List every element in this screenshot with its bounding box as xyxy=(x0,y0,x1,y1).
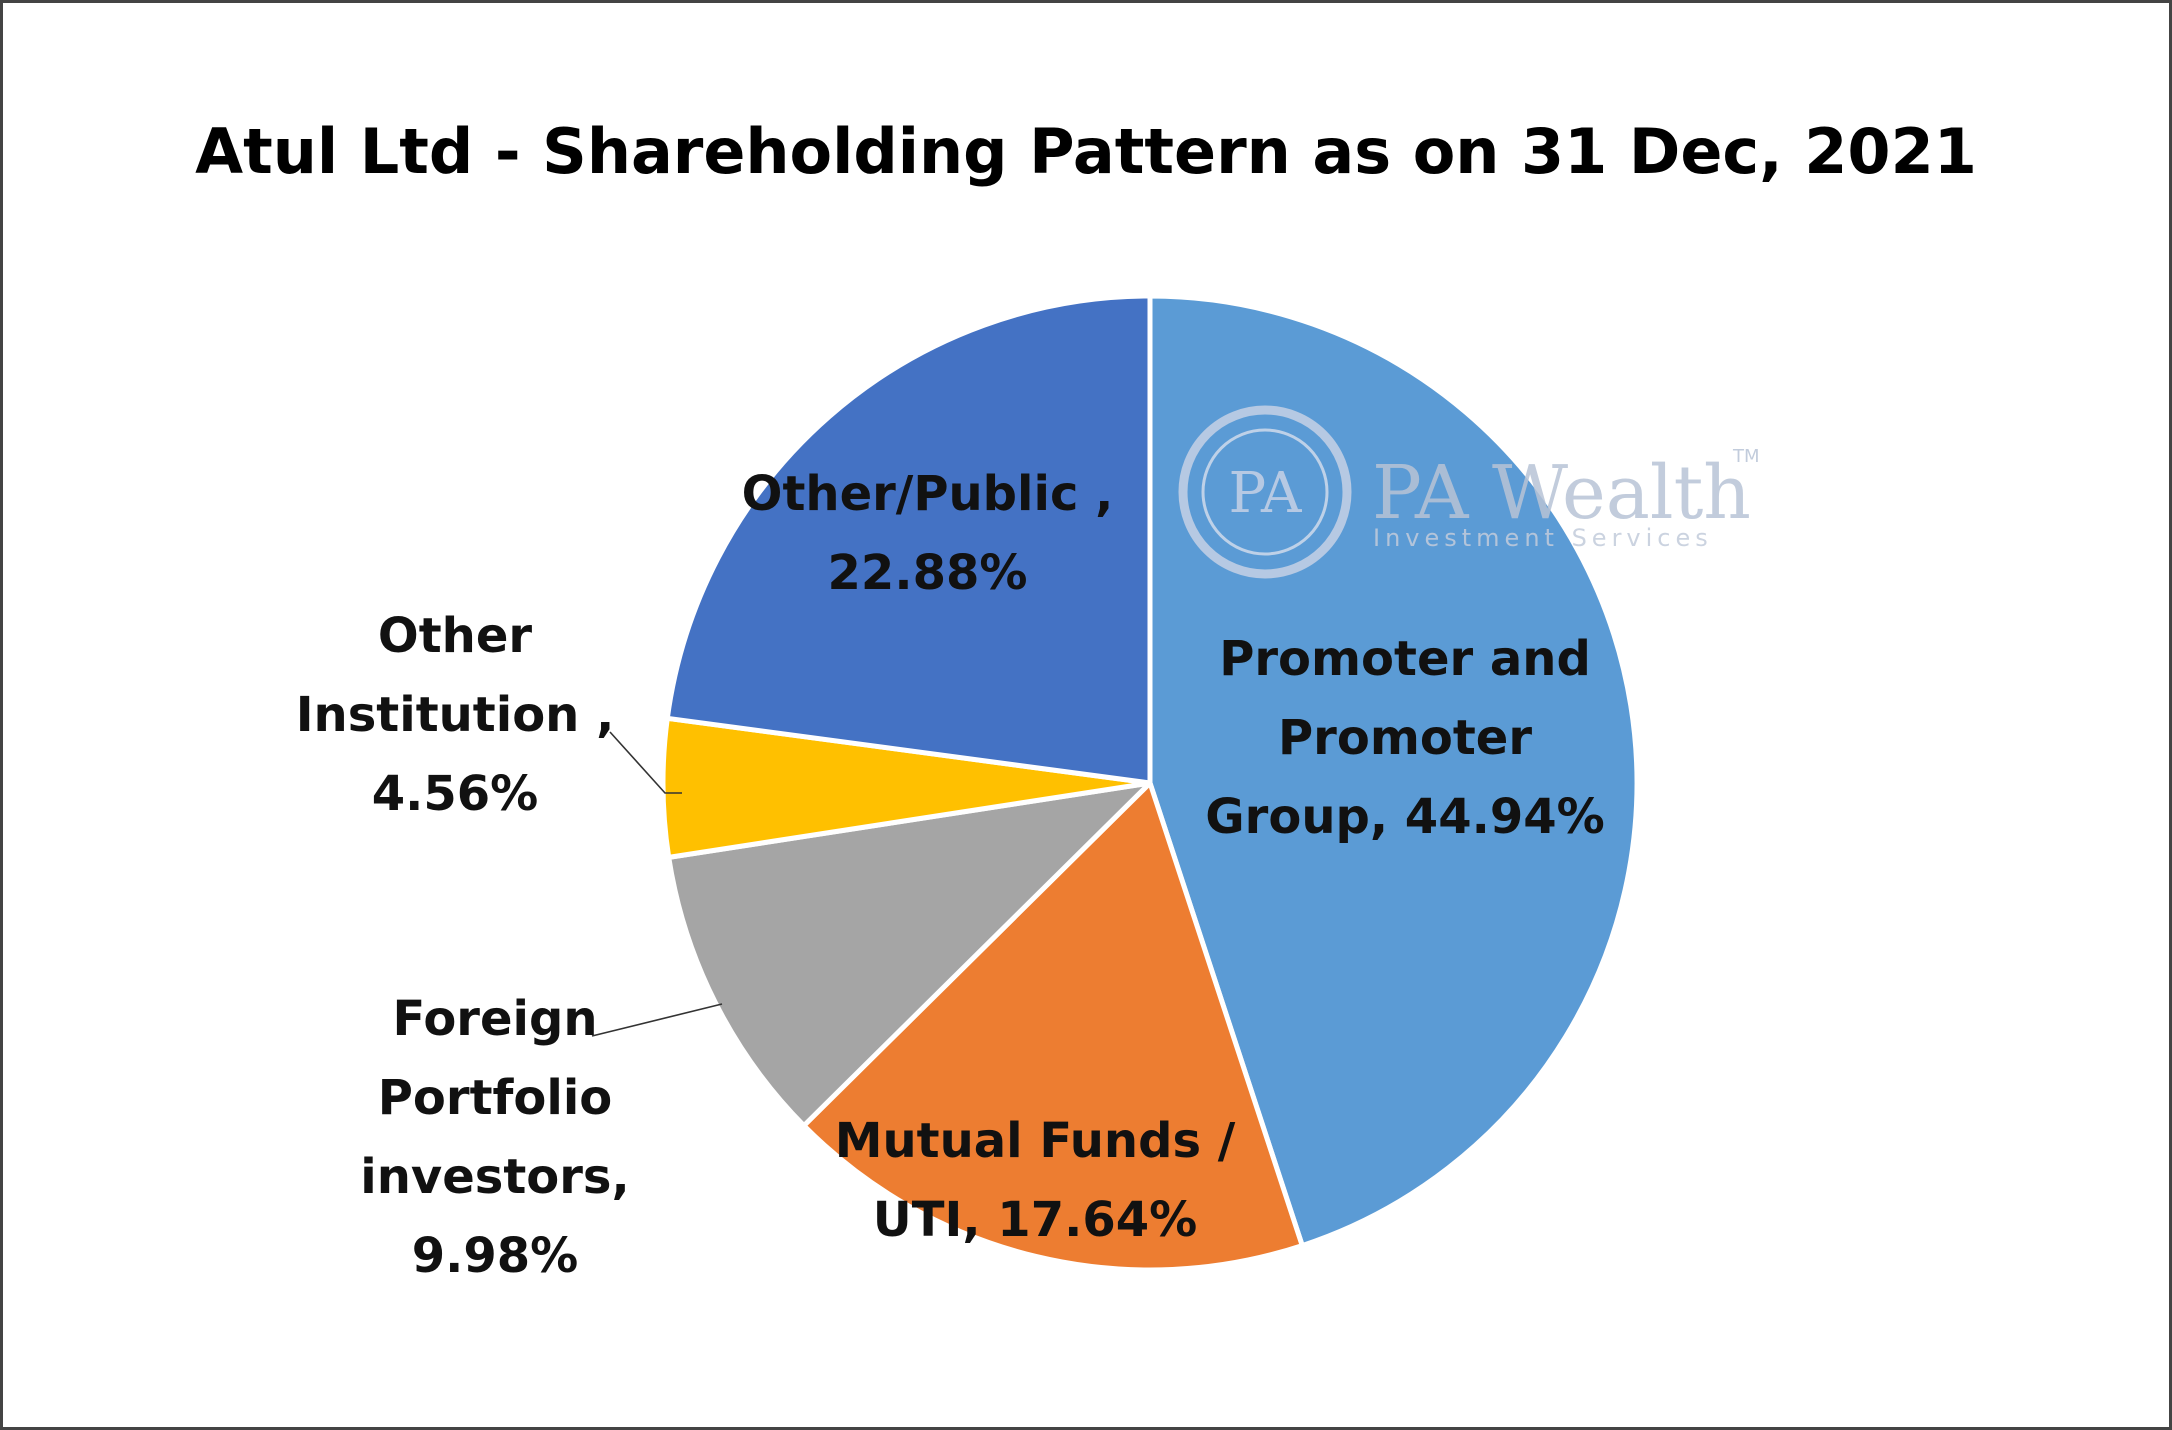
pie-slice-mutual-funds-uti xyxy=(801,780,1305,1273)
leader-line-other-institution xyxy=(609,731,682,794)
slice-label-line: investors, xyxy=(360,1149,630,1205)
pie-slice-promoter-and-promoter-group xyxy=(1147,293,1640,1249)
leader-lines xyxy=(591,731,723,1037)
pie-slice-foreign-portfolio-investors xyxy=(666,780,1153,1129)
slice-label-line: Mutual Funds / xyxy=(834,1113,1236,1169)
slice-label-line: Group, 44.94% xyxy=(1205,789,1605,845)
slice-label-other-public: Other/Public , 22.88% xyxy=(700,455,1155,613)
watermark-monogram: PA xyxy=(1229,461,1303,526)
pie-slices xyxy=(660,293,1640,1273)
slice-label-line: Other/Public , xyxy=(741,466,1114,522)
watermark-logo-inner xyxy=(1201,428,1329,556)
slice-label-foreign-portfolio: Foreign Portfolio investors, 9.98% xyxy=(340,980,650,1296)
slice-label-line: Portfolio xyxy=(377,1070,613,1126)
watermark-logo-ring xyxy=(1178,405,1352,579)
slice-label-line: Institution , xyxy=(295,687,615,743)
slice-label-promoter: Promoter and Promoter Group, 44.94% xyxy=(1200,620,1610,857)
slice-label-other-institution: Other Institution , 4.56% xyxy=(270,597,640,834)
pie-slice-other-public xyxy=(664,293,1153,786)
slice-label-mutual-funds: Mutual Funds / UTI, 17.64% xyxy=(820,1102,1250,1260)
slice-label-line: Foreign xyxy=(392,991,598,1047)
watermark-trademark: TM xyxy=(1732,446,1760,467)
slice-label-line: UTI, 17.64% xyxy=(872,1192,1198,1248)
slice-label-line: 4.56% xyxy=(371,766,539,822)
slice-label-line: Other xyxy=(377,608,533,664)
watermark: PA PA Wealth TM Investment Services xyxy=(1178,405,1760,579)
chart-title: Atul Ltd - Shareholding Pattern as on 31… xyxy=(195,115,1977,188)
slice-label-line: Promoter and xyxy=(1219,631,1591,687)
leader-line-foreign-portfolio xyxy=(591,1003,723,1037)
watermark-brand: PA Wealth xyxy=(1372,450,1751,536)
slice-label-line: Promoter xyxy=(1278,710,1532,766)
slice-label-line: 22.88% xyxy=(827,545,1028,601)
watermark-tagline: Investment Services xyxy=(1373,524,1713,552)
slice-label-line: 9.98% xyxy=(411,1228,579,1284)
